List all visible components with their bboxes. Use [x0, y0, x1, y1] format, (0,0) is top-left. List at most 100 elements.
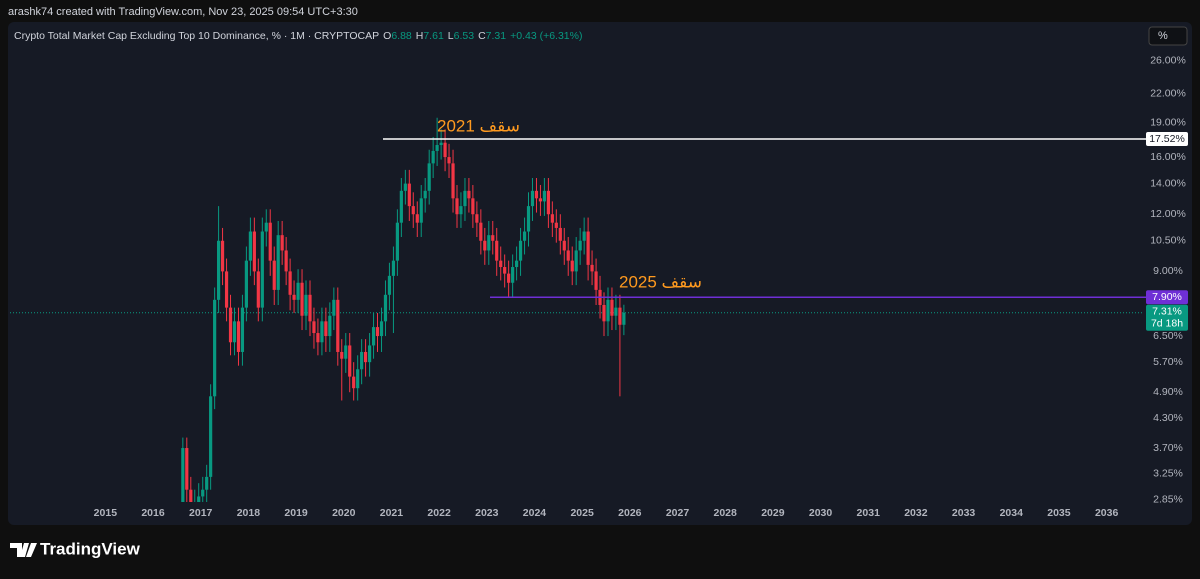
- legend: Crypto Total Market Cap Excluding Top 10…: [14, 30, 582, 42]
- y-tick-label: 3.25%: [1153, 468, 1183, 480]
- candle-body: [220, 240, 225, 272]
- candle-body: [538, 198, 543, 202]
- candle-body: [606, 299, 610, 322]
- candle-body: [244, 260, 248, 308]
- candle-body: [379, 321, 384, 337]
- candle-body: [542, 190, 546, 202]
- y-tick-label: 22.00%: [1150, 88, 1186, 100]
- x-tick-label: 2015: [94, 507, 118, 519]
- chart-panel: [8, 22, 1192, 525]
- candle-body: [451, 163, 455, 199]
- axes: 26.00% 22.00% 19.00% 16.00% 14.00% 12.00% 10.5…: [94, 54, 1188, 519]
- legend-item: Crypto Total Market Cap Excluding Top 10…: [14, 30, 379, 42]
- candle-body: [367, 345, 372, 363]
- candle-body: [288, 271, 292, 295]
- candle-body: [554, 222, 558, 228]
- candle-body: [487, 235, 491, 251]
- legend-item: 7.61: [423, 30, 444, 42]
- candle-body: [240, 307, 245, 352]
- candle-body: [352, 376, 356, 389]
- candle-body: [550, 214, 554, 223]
- legend-item: L: [448, 30, 454, 42]
- candle-body: [594, 271, 598, 290]
- scale-button-label[interactable]: %: [1158, 30, 1168, 42]
- x-tick-label: 2017: [189, 507, 213, 519]
- candle-body: [463, 190, 467, 207]
- candle-body: [232, 321, 237, 343]
- candle-body: [447, 157, 451, 164]
- candle-body: [435, 145, 439, 151]
- x-tick-label: 2030: [809, 507, 833, 519]
- candle-body: [383, 294, 388, 322]
- logo-mark: [10, 543, 37, 557]
- candle-body: [403, 183, 407, 191]
- last-price-box: [1146, 304, 1188, 331]
- candle-body: [209, 396, 213, 477]
- y-tick-label: 3.70%: [1153, 442, 1183, 454]
- candle-body: [268, 222, 272, 261]
- candle-body: [248, 231, 252, 261]
- level-label-box: [1146, 132, 1188, 147]
- candle-body: [514, 260, 519, 268]
- y-tick-label: 9.00%: [1153, 265, 1183, 277]
- x-tick-label: 2034: [1000, 507, 1024, 519]
- x-tick-label: 2029: [761, 507, 785, 519]
- y-tick-label: 12.00%: [1150, 208, 1186, 220]
- candle-body: [363, 351, 368, 363]
- x-tick-label: 2019: [284, 507, 308, 519]
- candle-body: [185, 448, 189, 490]
- candle-body: [292, 294, 296, 300]
- candle-body: [375, 327, 380, 337]
- y-tick-label: 5.70%: [1153, 356, 1183, 368]
- candle-body: [546, 190, 550, 215]
- y-tick-label: 16.00%: [1150, 151, 1186, 163]
- candle-body: [320, 321, 324, 343]
- scale-button[interactable]: [1148, 26, 1188, 46]
- x-tick-label: 2018: [237, 507, 261, 519]
- candle-body: [216, 240, 221, 300]
- x-tick-label: 2025: [570, 507, 594, 519]
- legend-item: 6.88: [391, 30, 412, 42]
- x-tick-label: 2022: [427, 507, 451, 519]
- candle-body: [205, 476, 209, 490]
- candle-body: [570, 260, 574, 272]
- last-price-label: 7.31%: [1152, 306, 1182, 318]
- y-tick-label: 4.90%: [1153, 386, 1183, 398]
- level-label-box: [1146, 290, 1188, 305]
- candle-body: [419, 198, 423, 223]
- candle-body: [201, 489, 205, 497]
- candle-body: [312, 321, 316, 334]
- legend-item: C: [478, 30, 486, 42]
- x-tick-label: 2023: [475, 507, 499, 519]
- candle-body: [562, 240, 566, 251]
- countdown: 7d 18h: [1151, 318, 1183, 330]
- x-tick-label: 2028: [714, 507, 738, 519]
- candle-body: [264, 222, 268, 232]
- candle-body: [284, 250, 288, 272]
- candle-body: [272, 260, 276, 290]
- candle-body: [574, 250, 578, 272]
- x-tick-label: 2033: [952, 507, 976, 519]
- candle-body: [558, 227, 562, 241]
- y-tick-label: 2.85%: [1153, 494, 1183, 506]
- y-tick-label: 10.50%: [1150, 235, 1186, 247]
- candle-body: [423, 190, 427, 199]
- candle-body: [459, 206, 463, 215]
- candle-body: [213, 299, 217, 397]
- candle-body: [415, 214, 419, 223]
- legend-item: 6.53: [454, 30, 475, 42]
- candle-body: [610, 299, 614, 316]
- x-tick-label: 2035: [1047, 507, 1071, 519]
- y-tick-label: 6.50%: [1153, 330, 1183, 342]
- candle-body: [511, 267, 515, 283]
- x-tick-label: 2036: [1095, 507, 1119, 519]
- candle-body: [622, 312, 626, 325]
- candle-body: [391, 260, 396, 276]
- candle-body: [411, 206, 415, 215]
- candle-body: [399, 190, 403, 223]
- y-tick-label: 4.30%: [1153, 412, 1183, 424]
- x-tick-label: 2021: [380, 507, 404, 519]
- candle-body: [308, 294, 312, 322]
- level-label: 17.52%: [1149, 133, 1185, 145]
